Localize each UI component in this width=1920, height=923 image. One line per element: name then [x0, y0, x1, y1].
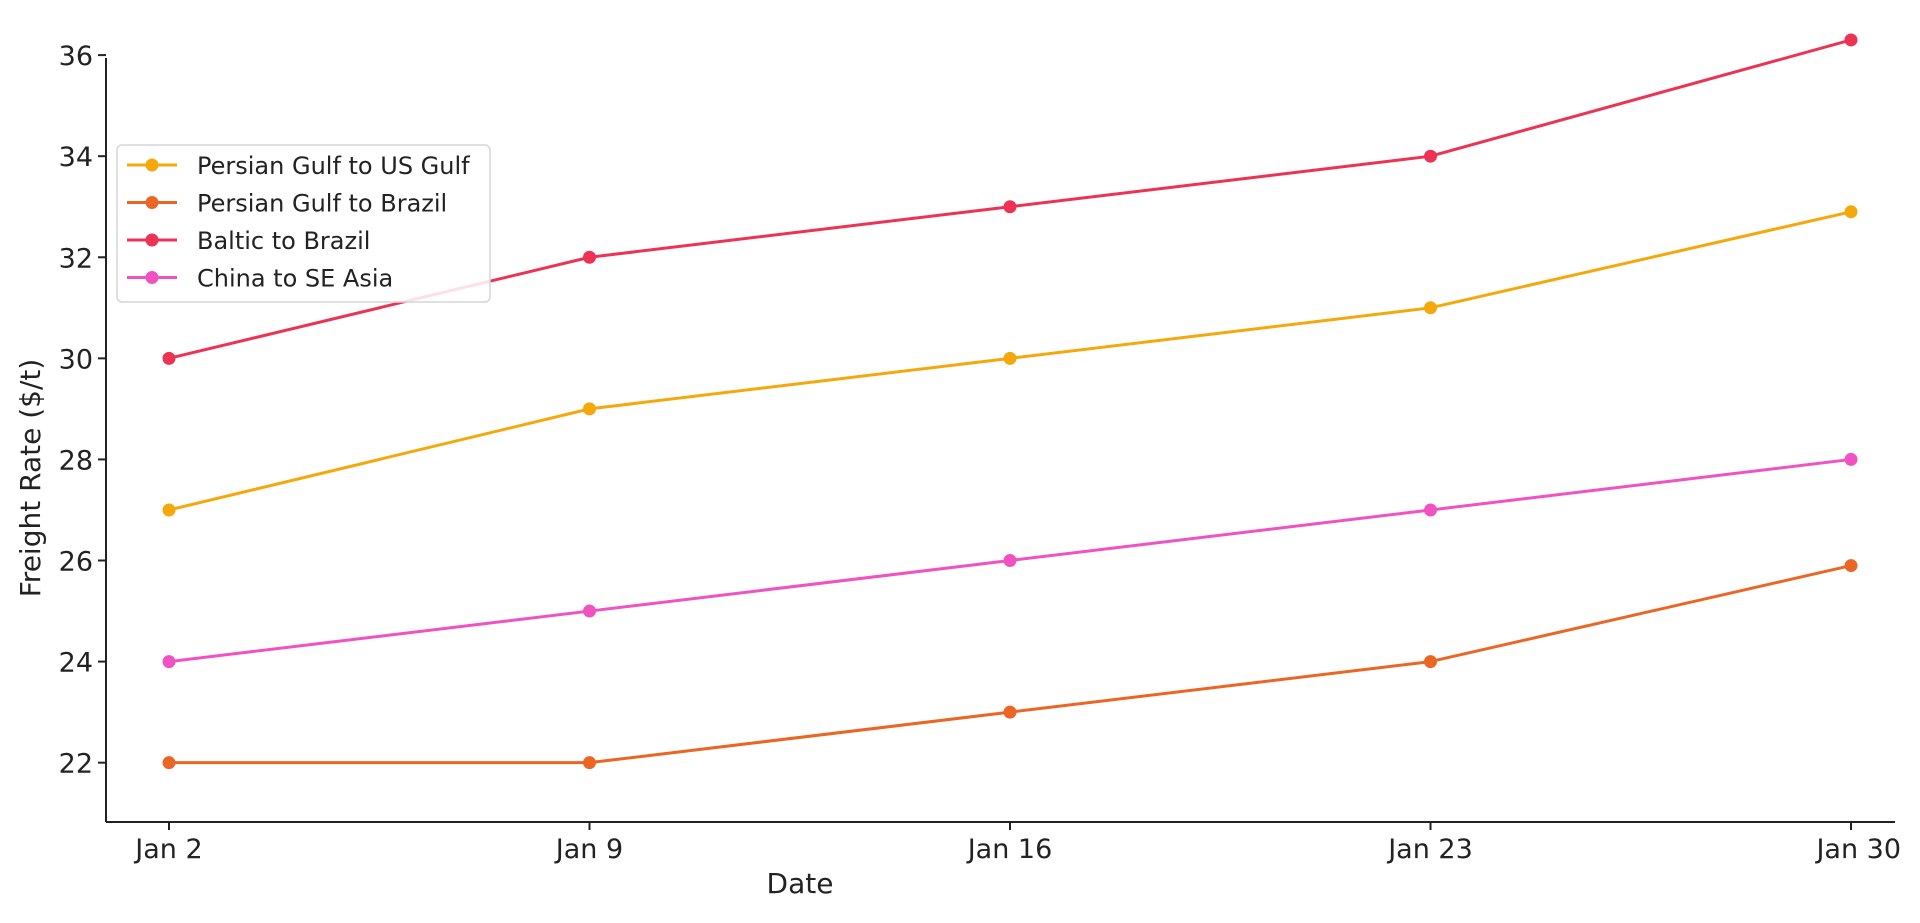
series-china-to-se-asia [162, 452, 1858, 669]
y-tick-label: 28 [59, 445, 93, 476]
data-point [1424, 301, 1437, 315]
y-tick-label: 34 [59, 142, 93, 173]
legend-swatch-marker [145, 271, 159, 284]
legend-swatch-marker [145, 196, 159, 209]
data-point [1003, 200, 1017, 214]
data-point [583, 604, 596, 618]
data-point [1424, 503, 1437, 517]
series-lines [162, 33, 1858, 770]
axes [105, 58, 1895, 823]
y-tick-label: 30 [59, 344, 93, 375]
y-tick-label: 26 [59, 547, 93, 578]
data-point [1844, 205, 1858, 219]
data-point [162, 503, 176, 517]
y-tick-label: 22 [59, 749, 93, 780]
x-tick-label: Jan 9 [554, 834, 623, 865]
legend-label: China to SE Asia [197, 265, 393, 293]
x-tick-label: Jan 16 [966, 834, 1053, 865]
legend: Persian Gulf to US Gulf Persian Gulf to B… [116, 144, 491, 303]
series-persian-gulf-to-us-gulf [162, 205, 1858, 517]
data-point [1844, 33, 1858, 47]
x-axis-title: Date [767, 867, 834, 900]
legend-swatch-marker [145, 158, 159, 172]
y-tick-label: 32 [59, 243, 93, 274]
data-point [1844, 559, 1858, 573]
data-point [1003, 351, 1017, 365]
data-point [1424, 149, 1437, 163]
x-tick-label: Jan 23 [1386, 834, 1473, 865]
legend-item: Baltic to Brazil [127, 227, 370, 255]
legend-label: Baltic to Brazil [197, 227, 370, 255]
x-tick-label: Jan 2 [133, 834, 202, 865]
data-point [583, 402, 596, 416]
legend-label: Persian Gulf to US Gulf [197, 152, 470, 180]
x-ticks: Jan 2 Jan 9 Jan 16 Jan 23 Jan 30 [133, 822, 1901, 865]
y-tick-label: 24 [59, 648, 93, 679]
data-point [583, 250, 596, 264]
legend-box [116, 144, 491, 303]
legend-label: Persian Gulf to Brazil [197, 190, 447, 218]
legend-swatch-marker [145, 233, 159, 247]
data-point [162, 655, 176, 669]
data-point [162, 756, 176, 770]
y-ticks: 22 24 26 28 30 32 34 36 [59, 41, 106, 780]
data-point [162, 351, 176, 365]
data-point [583, 756, 596, 770]
x-tick-label: Jan 30 [1814, 834, 1901, 865]
legend-item: China to SE Asia [127, 265, 393, 293]
legend-item: Persian Gulf to Brazil [127, 190, 447, 218]
y-axis-title: Freight Rate ($/t) [14, 359, 47, 598]
y-tick-label: 36 [59, 41, 93, 72]
legend-item: Persian Gulf to US Gulf [127, 152, 470, 180]
data-point [1424, 655, 1437, 669]
series-line [169, 564, 1852, 765]
data-point [1844, 452, 1858, 466]
data-point [1003, 554, 1017, 568]
series-persian-gulf-to-brazil [162, 559, 1858, 770]
data-point [1003, 705, 1017, 719]
